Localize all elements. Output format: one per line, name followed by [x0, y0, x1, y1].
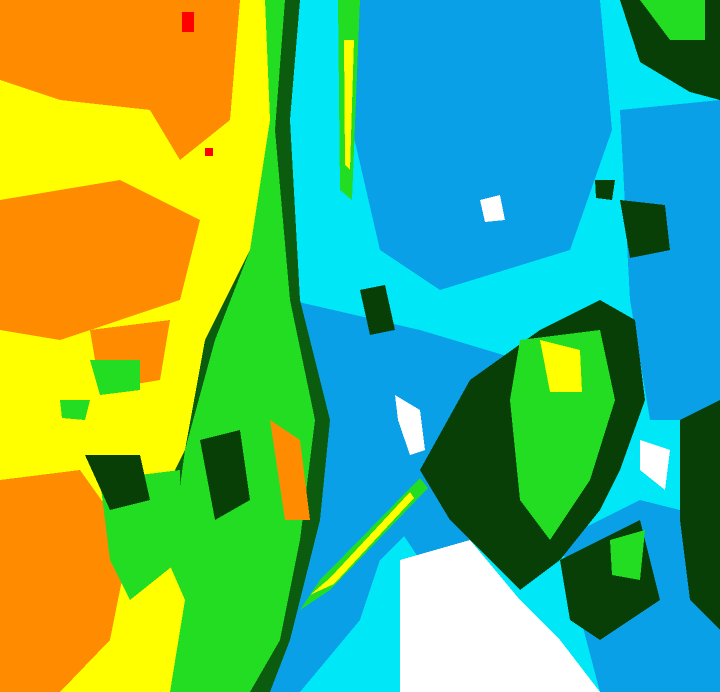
blue-area [620, 100, 720, 420]
green-core [510, 0, 705, 580]
streaks [270, 0, 428, 610]
orange-streak [270, 420, 310, 520]
green-core [610, 530, 645, 580]
yellow-streak [310, 492, 414, 595]
red-cell [182, 12, 194, 32]
yellow-core [540, 340, 582, 392]
white-area [640, 440, 670, 490]
orange-area [0, 0, 240, 160]
dark-green-cell [360, 285, 395, 335]
red-cell [205, 148, 213, 156]
green-core [510, 330, 615, 540]
green-cell [60, 400, 90, 420]
dark-green-cell [620, 200, 670, 258]
dark-green-cell [85, 455, 150, 510]
orange-area [0, 470, 130, 692]
orange-areas [0, 0, 240, 692]
blue-area [350, 0, 612, 290]
white-area [395, 395, 425, 455]
dark-green-cell [680, 400, 720, 630]
red-cells [182, 12, 213, 156]
yellow-streak [344, 40, 354, 170]
dark-green-cell [595, 180, 615, 200]
white-areas [395, 195, 670, 692]
green-band [160, 0, 315, 692]
white-area [480, 195, 505, 222]
green-core [640, 0, 705, 40]
dark-green-cell [200, 430, 250, 520]
white-area [400, 540, 600, 692]
orange-area [0, 180, 200, 340]
green-cell [90, 360, 140, 395]
